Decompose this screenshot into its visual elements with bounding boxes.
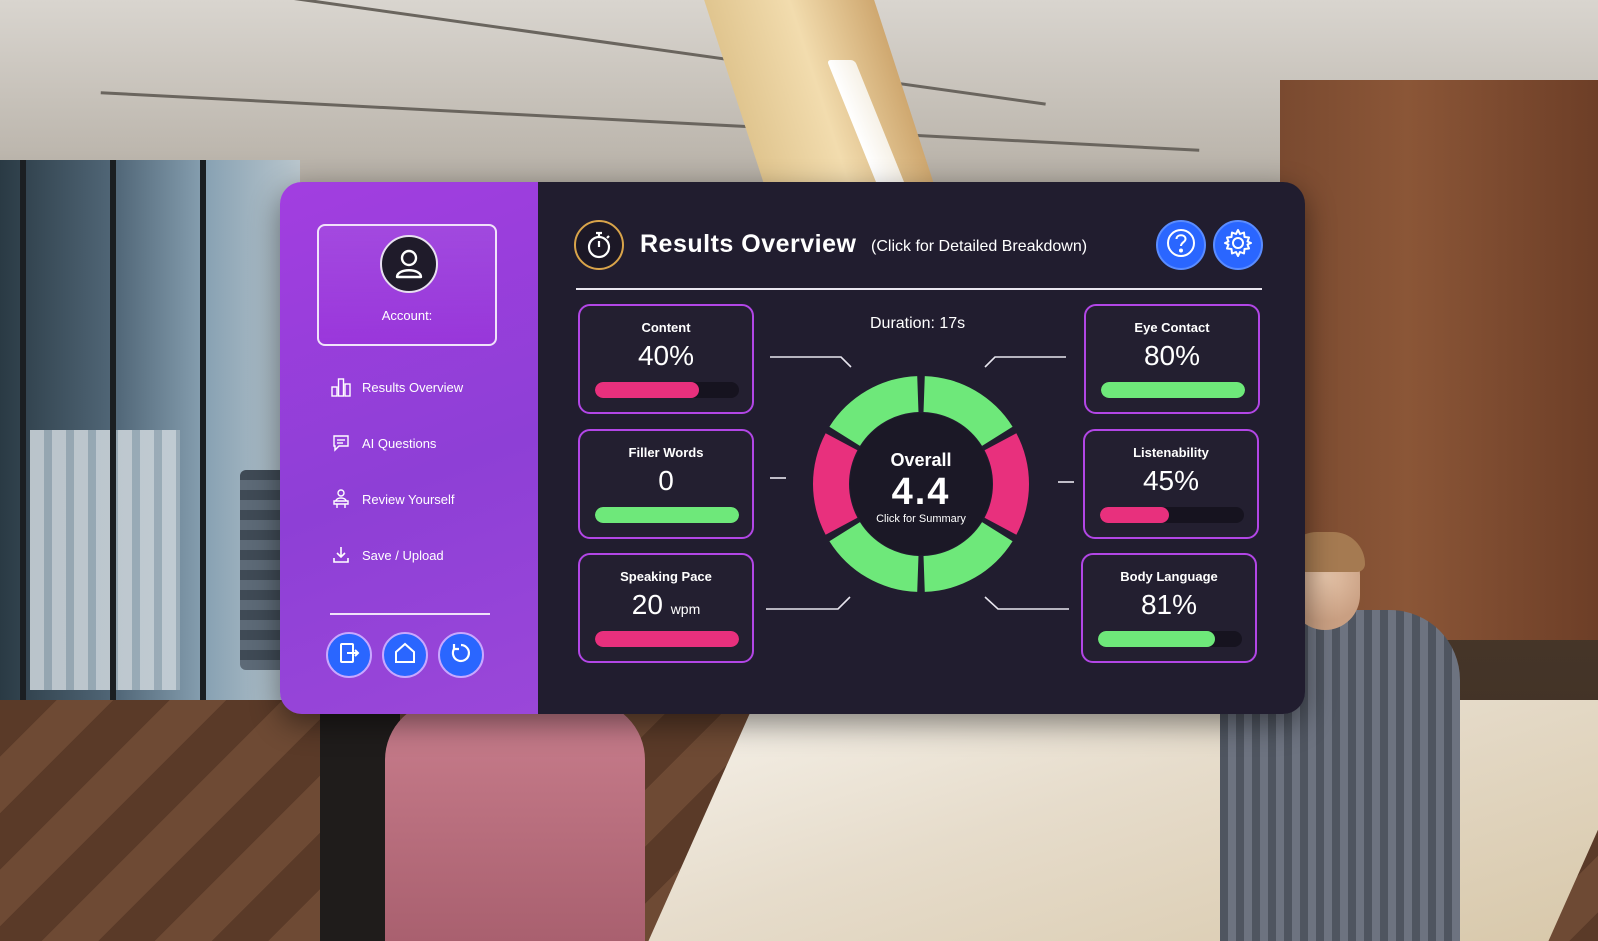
settings-gear-icon bbox=[1221, 226, 1255, 265]
metric-progress-track bbox=[595, 507, 739, 523]
metric-name: Body Language bbox=[1120, 569, 1218, 584]
window-frame bbox=[200, 160, 206, 800]
donut-segment bbox=[829, 376, 919, 446]
metric-content[interactable]: Content 40% bbox=[578, 304, 754, 414]
overall-donut-button[interactable]: Overall 4.4 Click for Summary bbox=[811, 374, 1031, 594]
nav-label: Results Overview bbox=[362, 379, 464, 395]
overall-label: Overall bbox=[890, 449, 952, 470]
city-view bbox=[30, 430, 180, 690]
nav-label: AI Questions bbox=[362, 435, 437, 451]
metric-value: 0 bbox=[658, 465, 674, 496]
nav-results-overview[interactable]: Results Overview bbox=[330, 372, 463, 402]
donut-center-fill bbox=[850, 413, 992, 555]
donut-segment bbox=[813, 433, 858, 535]
results-content: Results Overview (Click for Detailed Bre… bbox=[538, 182, 1305, 714]
metric-filler-words[interactable]: Filler Words 0 bbox=[578, 429, 754, 539]
metric-name: Filler Words bbox=[628, 445, 704, 460]
overall-summary: Overall 4.4 Click for Summary bbox=[811, 374, 1031, 594]
stopwatch-icon bbox=[574, 220, 624, 270]
sidebar-divider bbox=[330, 613, 490, 615]
user-avatar-icon bbox=[380, 235, 438, 293]
metric-name: Speaking Pace bbox=[620, 569, 712, 584]
donut-segment bbox=[923, 376, 1013, 446]
metric-progress-track bbox=[1100, 507, 1244, 523]
restart-button[interactable] bbox=[438, 632, 484, 678]
metric-value: 80% bbox=[1143, 340, 1201, 371]
avatar-person-left bbox=[385, 700, 645, 941]
metric-value: 81% bbox=[1140, 589, 1198, 620]
page-subtitle[interactable]: (Click for Detailed Breakdown) bbox=[871, 238, 1088, 255]
overall-donut-chart bbox=[813, 376, 1029, 592]
connector-lines bbox=[766, 356, 1074, 610]
metric-name: Eye Contact bbox=[1134, 320, 1210, 335]
home-button[interactable] bbox=[382, 632, 428, 678]
results-panel: Account: Results Overview AI Questions bbox=[280, 182, 1305, 714]
nav-label: Save / Upload bbox=[362, 547, 444, 563]
help-icon bbox=[1164, 226, 1198, 265]
metric-name: Listenability bbox=[1133, 445, 1209, 460]
bar-chart-icon bbox=[330, 376, 352, 398]
metric-value: 40% bbox=[637, 340, 695, 371]
metric-progress-track bbox=[595, 382, 739, 398]
overall-score: 4.4 bbox=[891, 470, 951, 513]
account-card[interactable]: Account: bbox=[317, 224, 497, 346]
overall-hint: Click for Summary bbox=[876, 512, 966, 525]
metric-name: Content bbox=[641, 320, 691, 335]
metric-progress-track bbox=[1101, 382, 1245, 398]
nav-review-yourself[interactable]: Review Yourself bbox=[330, 484, 455, 514]
metric-body-language[interactable]: Body Language 81% bbox=[1081, 553, 1257, 663]
metric-progress-track bbox=[595, 631, 739, 647]
metric-progress-fill bbox=[1101, 382, 1245, 398]
exit-icon bbox=[337, 641, 361, 670]
metric-progress-fill bbox=[1100, 507, 1170, 523]
metric-value: 45% bbox=[1142, 465, 1200, 496]
restart-icon bbox=[449, 641, 473, 670]
header-divider bbox=[576, 288, 1262, 290]
duration-text: Duration: 17s bbox=[870, 315, 966, 332]
ai-chat-icon bbox=[330, 432, 352, 454]
donut-segment bbox=[829, 522, 919, 592]
metric-unit: wpm bbox=[670, 601, 701, 617]
sidebar: Account: Results Overview AI Questions bbox=[280, 182, 538, 714]
metric-listenability[interactable]: Listenability 45% bbox=[1083, 429, 1259, 539]
window-frame bbox=[110, 160, 116, 800]
donut-segment bbox=[984, 433, 1029, 535]
help-button[interactable] bbox=[1156, 220, 1206, 270]
download-icon bbox=[330, 544, 352, 566]
metric-value: 20 wpm bbox=[631, 589, 701, 620]
nav-ai-questions[interactable]: AI Questions bbox=[330, 428, 436, 458]
nav-label: Review Yourself bbox=[362, 491, 455, 507]
metric-progress-fill bbox=[1098, 631, 1215, 647]
window-frame bbox=[20, 160, 26, 800]
home-icon bbox=[393, 641, 417, 670]
metric-progress-fill bbox=[595, 631, 739, 647]
donut-segment bbox=[923, 522, 1013, 592]
metric-progress-fill bbox=[595, 382, 699, 398]
metric-speaking-pace[interactable]: Speaking Pace 20 wpm bbox=[578, 553, 754, 663]
exit-button[interactable] bbox=[326, 632, 372, 678]
account-label: Account: bbox=[381, 308, 433, 323]
nav-save-upload[interactable]: Save / Upload bbox=[330, 540, 444, 570]
settings-button[interactable] bbox=[1213, 220, 1263, 270]
page-title[interactable]: Results Overview bbox=[640, 230, 857, 258]
metric-progress-track bbox=[1098, 631, 1242, 647]
metric-eye-contact[interactable]: Eye Contact 80% bbox=[1084, 304, 1260, 414]
metric-progress-fill bbox=[595, 507, 739, 523]
review-person-icon bbox=[330, 488, 352, 510]
